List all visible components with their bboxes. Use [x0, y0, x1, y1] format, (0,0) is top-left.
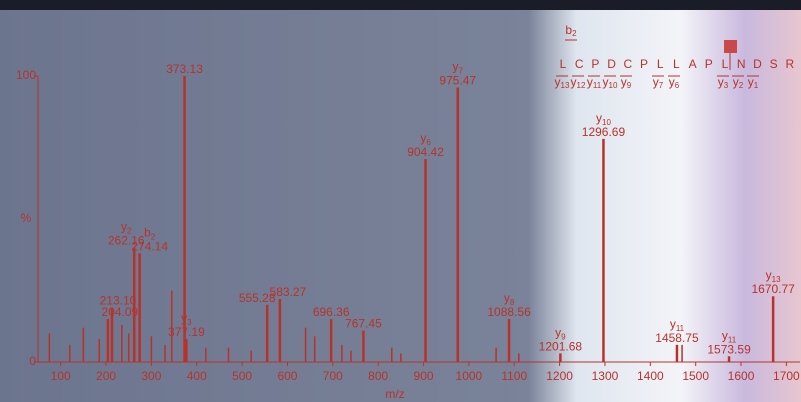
sequence-residue: S — [770, 57, 778, 71]
spectrum-figure: m/z % 1002003004005006007008009001000110… — [0, 0, 801, 402]
sequence-residue: P — [705, 57, 713, 71]
x-tick-label: 1600 — [728, 369, 755, 383]
x-tick-label: 1500 — [682, 369, 709, 383]
sequence-residue: L — [560, 57, 567, 71]
x-tick-label: 300 — [141, 369, 161, 383]
sequence-residue: L — [673, 57, 680, 71]
y-axis-label: % — [21, 211, 32, 225]
peak-label: 904.42 — [407, 145, 444, 159]
x-axis-label: m/z — [385, 387, 404, 401]
ion-index: 11 — [676, 324, 685, 333]
peak-label: 767.45 — [345, 317, 382, 331]
fragment-index: 2 — [739, 81, 744, 90]
ion-index: 11 — [728, 335, 737, 344]
peak-label: 1296.69 — [582, 125, 626, 139]
fragment-index: 12 — [577, 81, 586, 90]
ion-index: 10 — [602, 118, 611, 127]
x-tick-label: 900 — [414, 369, 434, 383]
ion-index: 6 — [426, 138, 431, 147]
sequence-residue: C — [623, 57, 632, 71]
sequence-residue: D — [753, 57, 762, 71]
sequence-residue: A — [689, 57, 697, 71]
peak-label: 204.09 — [102, 305, 139, 319]
ion-index: 3 — [187, 318, 192, 327]
peak-label: 1670.77 — [751, 282, 795, 296]
fragment-index: 11 — [593, 81, 602, 90]
ion-index: 7 — [459, 66, 464, 75]
peak-label: 975.47 — [439, 73, 476, 87]
fragment-index: 3 — [724, 81, 729, 90]
sequence-residue: L — [722, 57, 729, 71]
fragment-index: 13 — [561, 81, 570, 90]
x-tick-label: 600 — [277, 369, 297, 383]
fragment-index: 2 — [572, 29, 577, 38]
x-tick-label: 1300 — [592, 369, 619, 383]
fragment-index: 6 — [675, 81, 680, 90]
ion-index: 2 — [151, 232, 156, 241]
x-tick-label: 1100 — [501, 369, 527, 383]
peak-label: 1201.68 — [539, 339, 583, 353]
peak-label: 1573.59 — [707, 342, 751, 356]
y-tick-label: 0 — [29, 354, 36, 368]
x-tick-label: 100 — [51, 369, 71, 383]
ion-index: 8 — [510, 298, 515, 307]
sequence-residue: P — [640, 57, 648, 71]
x-tick-label: 200 — [96, 369, 116, 383]
modification-marker — [724, 40, 737, 53]
peak-label: 583.27 — [270, 285, 307, 299]
x-tick-label: 1200 — [546, 369, 573, 383]
fragment-index: 9 — [627, 81, 632, 90]
sequence-residue: D — [607, 57, 616, 71]
x-tick-label: 700 — [323, 369, 343, 383]
sequence-residue: N — [737, 57, 746, 71]
fragment-index: 1 — [754, 81, 759, 90]
peak-label: 373.13 — [166, 62, 203, 76]
peak-label: 1458.75 — [655, 331, 699, 345]
y-tick-label: 100 — [16, 68, 36, 82]
x-tick-label: 1000 — [456, 369, 483, 383]
peak-label: 377.19 — [168, 325, 205, 339]
x-tick-label: 800 — [368, 369, 388, 383]
peak-label: 1088.56 — [487, 305, 531, 319]
ion-index: 2 — [127, 227, 132, 236]
sequence-residue: C — [575, 57, 584, 71]
fragment-index: 10 — [609, 81, 618, 90]
x-tick-label: 1700 — [773, 369, 800, 383]
x-tick-label: 400 — [187, 369, 207, 383]
sequence-residue: P — [591, 57, 599, 71]
peak-label: 274.14 — [131, 239, 168, 253]
ion-index: 9 — [561, 332, 566, 341]
fragment-index: 7 — [659, 81, 664, 90]
ion-index: 13 — [772, 275, 781, 284]
sequence-residue: R — [785, 57, 794, 71]
sequence-residue: L — [657, 57, 664, 71]
x-tick-label: 1400 — [637, 369, 664, 383]
top-band — [0, 0, 801, 10]
x-tick-label: 500 — [232, 369, 252, 383]
